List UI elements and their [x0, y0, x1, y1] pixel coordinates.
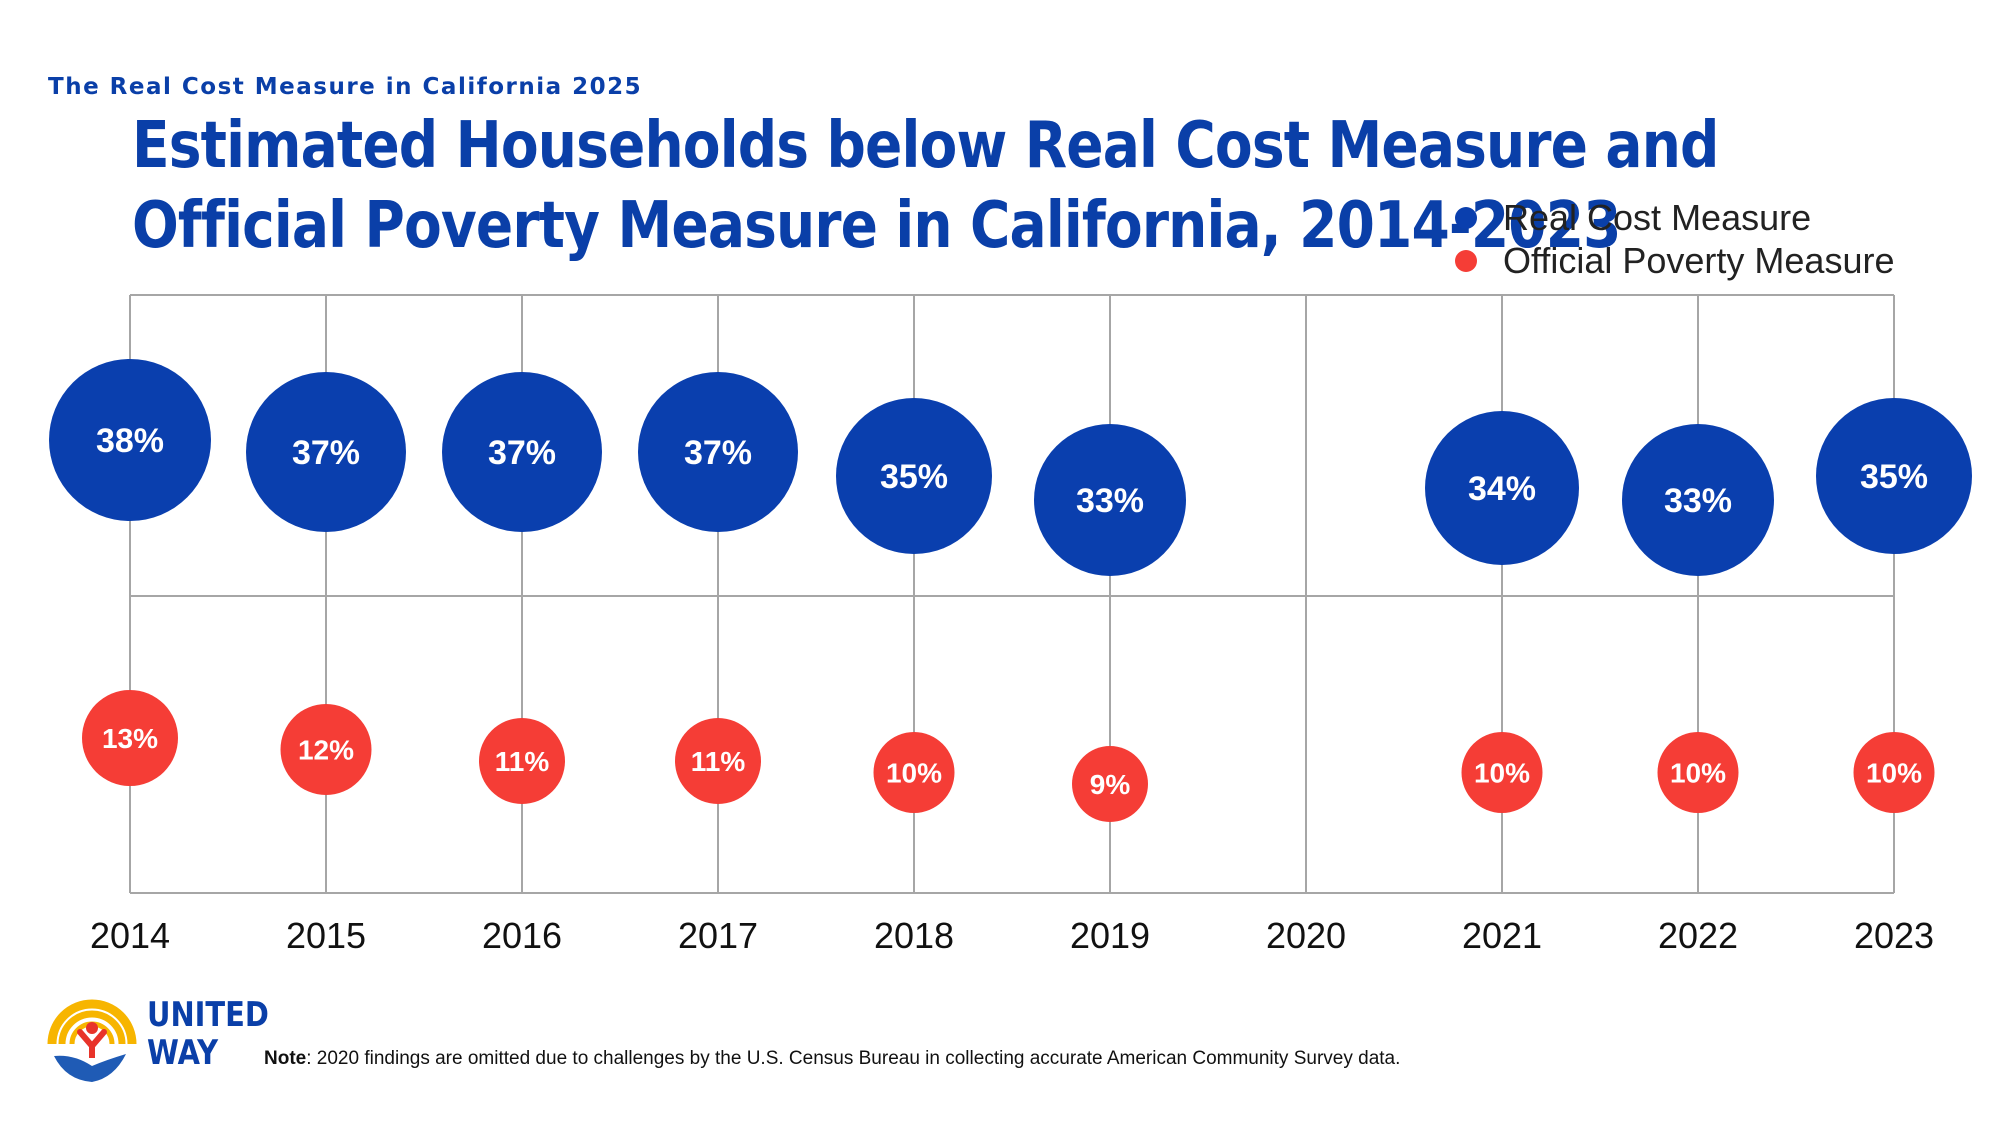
data-label-real-cost-2021: 34% [1468, 470, 1536, 508]
x-tick-label-2017: 2017 [678, 915, 758, 956]
bubble-official-poverty-2016 [479, 718, 565, 804]
united-way-wordmark: UNITED WAY [147, 996, 269, 1072]
bubble-official-poverty-2019 [1072, 746, 1148, 822]
data-label-real-cost-2019: 33% [1076, 482, 1144, 520]
bubble-official-poverty-2023 [1853, 732, 1935, 813]
data-label-real-cost-2014: 38% [96, 422, 164, 460]
bubble-real-cost-2014 [49, 359, 211, 521]
united-way-hand-icon [47, 999, 137, 1085]
footnote: Note: 2020 findings are omitted due to c… [264, 1048, 1400, 1070]
x-tick-label-2020: 2020 [1266, 915, 1346, 956]
bubble-real-cost-2023 [1816, 398, 1972, 554]
x-tick-label-2023: 2023 [1854, 915, 1934, 956]
bubble-real-cost-2015 [246, 372, 406, 532]
bubble-official-poverty-2022 [1657, 732, 1739, 813]
data-label-official-poverty-2018: 10% [886, 758, 942, 789]
bubble-real-cost-2017 [638, 372, 798, 532]
bubble-real-cost-2022 [1622, 424, 1774, 576]
x-tick-label-2018: 2018 [874, 915, 954, 956]
x-tick-label-2022: 2022 [1658, 915, 1738, 956]
data-label-real-cost-2015: 37% [292, 434, 360, 472]
legend-swatch-real-cost [1455, 206, 1477, 229]
data-label-official-poverty-2016: 11% [495, 746, 550, 777]
logo-line-1: UNITED [147, 995, 269, 1035]
data-label-real-cost-2023: 35% [1860, 458, 1928, 496]
legend-label-real-cost: Real Cost Measure [1503, 196, 1812, 238]
bubble-official-poverty-2018 [873, 732, 955, 813]
logo-line-2: WAY [147, 1033, 219, 1073]
bubble-official-poverty-2017 [675, 718, 761, 804]
legend-item-official-poverty: Official Poverty Measure [1455, 239, 1894, 282]
x-tick-label-2015: 2015 [286, 915, 366, 956]
x-tick-label-2019: 2019 [1070, 915, 1150, 956]
legend-item-real-cost: Real Cost Measure [1455, 196, 1894, 239]
legend-label-official-poverty: Official Poverty Measure [1503, 239, 1895, 281]
footnote-prefix: Note [264, 1048, 307, 1069]
data-label-official-poverty-2019: 9% [1090, 769, 1131, 800]
legend-swatch-official-poverty [1455, 249, 1477, 272]
data-label-official-poverty-2023: 10% [1866, 758, 1922, 789]
bubble-official-poverty-2015 [280, 704, 372, 795]
bubble-real-cost-2016 [442, 372, 602, 532]
x-tick-label-2016: 2016 [482, 915, 562, 956]
data-label-real-cost-2018: 35% [880, 458, 948, 496]
data-label-real-cost-2022: 33% [1664, 482, 1732, 520]
data-label-official-poverty-2017: 11% [691, 746, 746, 777]
bubble-official-poverty-2021 [1461, 732, 1543, 813]
data-label-official-poverty-2021: 10% [1474, 758, 1530, 789]
data-label-real-cost-2017: 37% [684, 434, 752, 472]
data-label-official-poverty-2022: 10% [1670, 758, 1726, 789]
data-label-official-poverty-2014: 13% [102, 723, 158, 754]
data-label-official-poverty-2015: 12% [298, 735, 354, 766]
bubble-real-cost-2021 [1425, 411, 1579, 565]
footnote-text: : 2020 findings are omitted due to chall… [306, 1048, 1401, 1069]
x-tick-label-2021: 2021 [1462, 915, 1542, 956]
bubble-real-cost-2018 [836, 398, 992, 554]
united-way-logo: UNITED WAY [44, 994, 269, 1094]
legend: Real Cost Measure Official Poverty Measu… [1455, 196, 1894, 282]
x-tick-label-2014: 2014 [90, 915, 170, 956]
supertitle: The Real Cost Measure in California 2025 [48, 74, 643, 100]
data-label-real-cost-2016: 37% [488, 434, 556, 472]
bubble-official-poverty-2014 [82, 690, 178, 786]
bubble-real-cost-2019 [1034, 424, 1186, 576]
